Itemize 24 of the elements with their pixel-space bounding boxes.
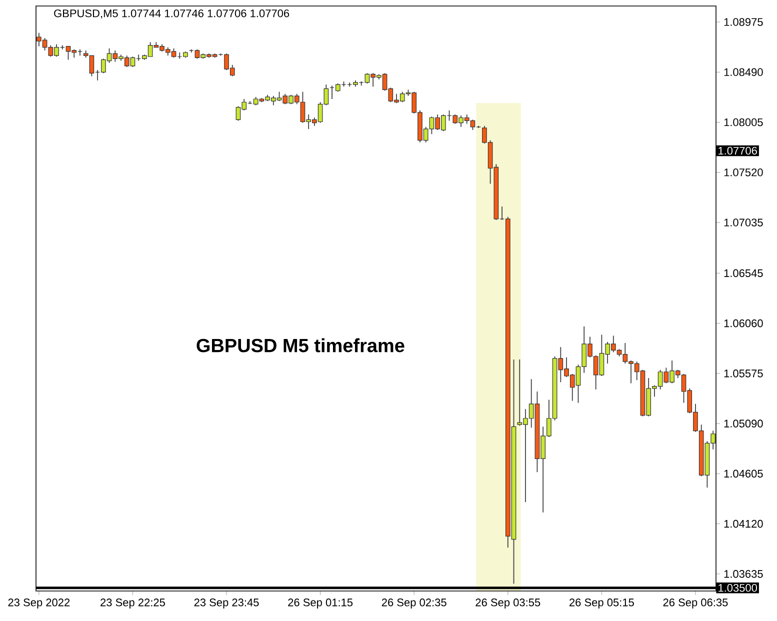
y-tick-label: 1.06060 [724,319,763,328]
y-tick-label: 1.08975 [724,18,763,26]
y-tick-label: 1.07035 [724,218,763,226]
y-tick-label: 1.05575 [724,370,763,378]
text: 1.07706 [718,146,757,155]
x-tick-label: 26 Sep 06:35 [663,598,728,608]
y-tick-label: 1.06545 [724,269,763,278]
y-tick-label: 1.04605 [724,470,763,478]
x-tick-label: 23 Sep 22:25 [100,598,165,608]
x-tick-label: 23 Sep 2022 [8,598,70,608]
y-tick-label: 1.08490 [724,68,763,76]
y-tick-label: 1.08005 [724,118,763,126]
x-tick-label: 26 Sep 01:15 [288,598,353,608]
y-tick-label: 1.05090 [724,420,763,428]
ref-line-label: 1.03500 [718,584,758,592]
y-tick-label: 1.07520 [724,168,763,176]
chart-title: GBPUSD,M5 1.07744 1.07746 1.07706 1.07706 [54,9,290,19]
annotation: GBPUSD M5 timeframe [196,338,404,352]
x-tick-label: 26 Sep 03:55 [476,598,540,608]
x-tick-label: 23 Sep 23:45 [194,598,259,608]
x-tick-label: 26 Sep 05:15 [570,598,634,608]
x-tick-label: 26 Sep 02:35 [382,598,446,608]
y-tick-label: 1.03635 [724,570,763,578]
y-tick-label: 1.04120 [724,520,763,528]
